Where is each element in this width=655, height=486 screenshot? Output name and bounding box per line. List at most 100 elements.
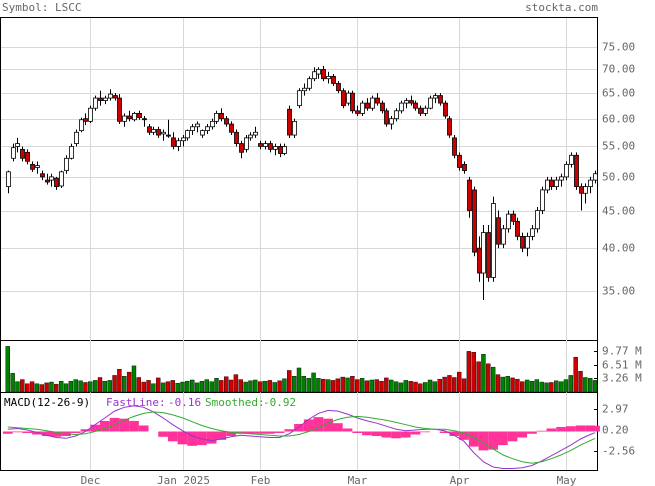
macd-histogram-bar xyxy=(342,428,353,432)
volume-bar xyxy=(418,383,423,393)
candle-body xyxy=(205,126,210,132)
volume-bar xyxy=(49,381,54,393)
candle-body xyxy=(30,163,35,170)
candle-body xyxy=(40,173,45,178)
volume-bar xyxy=(544,382,549,393)
candle-body xyxy=(292,120,297,136)
candle-body xyxy=(35,165,40,168)
macd-histogram-bar xyxy=(575,425,586,432)
candle-body xyxy=(273,146,278,150)
volume-bar xyxy=(209,381,214,393)
candle-body xyxy=(59,171,64,187)
macd-histogram-bar xyxy=(294,423,304,432)
x-tick-label: Mar xyxy=(348,474,368,486)
volume-bar xyxy=(199,381,205,393)
candle-body xyxy=(559,176,564,181)
volume-bar xyxy=(306,378,311,393)
candle-body xyxy=(113,95,118,99)
candle-body xyxy=(394,110,399,120)
macd-histogram-bar xyxy=(391,431,401,439)
y-tick-label: 70.00 xyxy=(602,63,635,76)
candle-body xyxy=(137,113,142,119)
volume-bar xyxy=(393,381,399,393)
candle-body xyxy=(181,137,186,142)
macd-histogram-bar xyxy=(41,431,52,437)
volume-bar xyxy=(330,380,336,393)
y-tick-label: 65.00 xyxy=(602,87,635,100)
candle-body xyxy=(331,75,336,84)
macd-histogram-bar xyxy=(226,431,236,437)
volume-bar xyxy=(515,378,520,393)
macd-histogram-bar xyxy=(546,428,557,432)
candle-body xyxy=(93,97,98,109)
candle-body xyxy=(98,97,103,101)
candle-body xyxy=(200,130,205,136)
volume-bar xyxy=(214,378,219,393)
volume-bar xyxy=(422,382,428,393)
candle-body xyxy=(438,95,443,104)
volume-bar xyxy=(500,376,506,393)
macd-histogram-bar xyxy=(313,417,324,432)
volume-bar xyxy=(398,382,404,393)
candle-body xyxy=(176,140,181,147)
macd-histogram-bar xyxy=(459,431,469,440)
candle-body xyxy=(151,129,156,133)
volume-bar xyxy=(549,382,554,393)
macd-line xyxy=(7,405,596,469)
volume-bar xyxy=(63,383,69,393)
volume-bar xyxy=(146,380,151,393)
candle-body xyxy=(384,110,389,125)
candle-body xyxy=(346,92,351,104)
candle-body xyxy=(452,137,457,156)
macd-histogram-bar xyxy=(90,424,100,432)
macd-histogram-bar xyxy=(478,431,489,451)
macd-histogram-bar xyxy=(507,431,518,442)
candle-body xyxy=(263,143,268,147)
y-tick-label: 2.97 xyxy=(602,403,629,416)
legend-smoothed: Smoothed: xyxy=(205,396,265,409)
volume-bar xyxy=(379,381,384,393)
volume-bar xyxy=(588,378,593,393)
candle-body xyxy=(501,228,506,245)
candle-body xyxy=(117,97,122,122)
volume-bar xyxy=(272,382,277,393)
volume-bar xyxy=(461,378,467,393)
candle-body xyxy=(491,203,496,278)
volume-bar xyxy=(112,375,117,393)
candle-body xyxy=(472,189,477,253)
volume-bar xyxy=(452,377,457,393)
volume-bar xyxy=(490,366,496,393)
candle-body xyxy=(166,134,171,137)
macd-histogram-bar xyxy=(216,431,227,440)
volume-bar xyxy=(20,379,25,393)
volume-bar xyxy=(223,376,229,393)
candle-body xyxy=(312,71,317,80)
y-tick-label: 60.00 xyxy=(602,113,635,126)
volume-bar xyxy=(524,379,530,393)
volume-bar xyxy=(437,378,442,393)
candle-body xyxy=(88,107,93,122)
candle-body xyxy=(535,210,540,230)
candle-body xyxy=(370,97,375,109)
volume-bar xyxy=(476,361,481,393)
volume-bar xyxy=(456,371,462,393)
volume-bar xyxy=(88,381,93,393)
volume-bar xyxy=(136,377,142,393)
macd-histogram-bar xyxy=(381,431,392,438)
macd-histogram-bar xyxy=(32,431,42,435)
y-tick-label: 45.00 xyxy=(602,205,635,218)
macd-histogram-bar xyxy=(197,431,207,446)
macd-histogram-bar xyxy=(420,431,431,433)
candle-body xyxy=(190,126,195,132)
candle-body xyxy=(185,130,190,139)
macd-histogram-bar xyxy=(323,418,333,432)
x-tick-label: Jan 2025 xyxy=(157,474,210,486)
candle-body xyxy=(583,186,588,194)
volume-bar xyxy=(24,383,30,393)
y-tick-label: -2.56 xyxy=(602,445,635,458)
candle-body xyxy=(540,189,545,211)
candle-body xyxy=(171,137,176,147)
candle-body xyxy=(462,163,467,171)
candle-body xyxy=(253,131,258,136)
